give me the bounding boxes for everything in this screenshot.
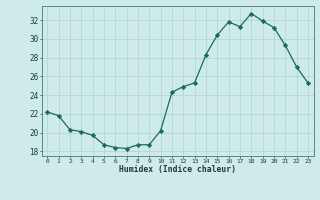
X-axis label: Humidex (Indice chaleur): Humidex (Indice chaleur) bbox=[119, 165, 236, 174]
